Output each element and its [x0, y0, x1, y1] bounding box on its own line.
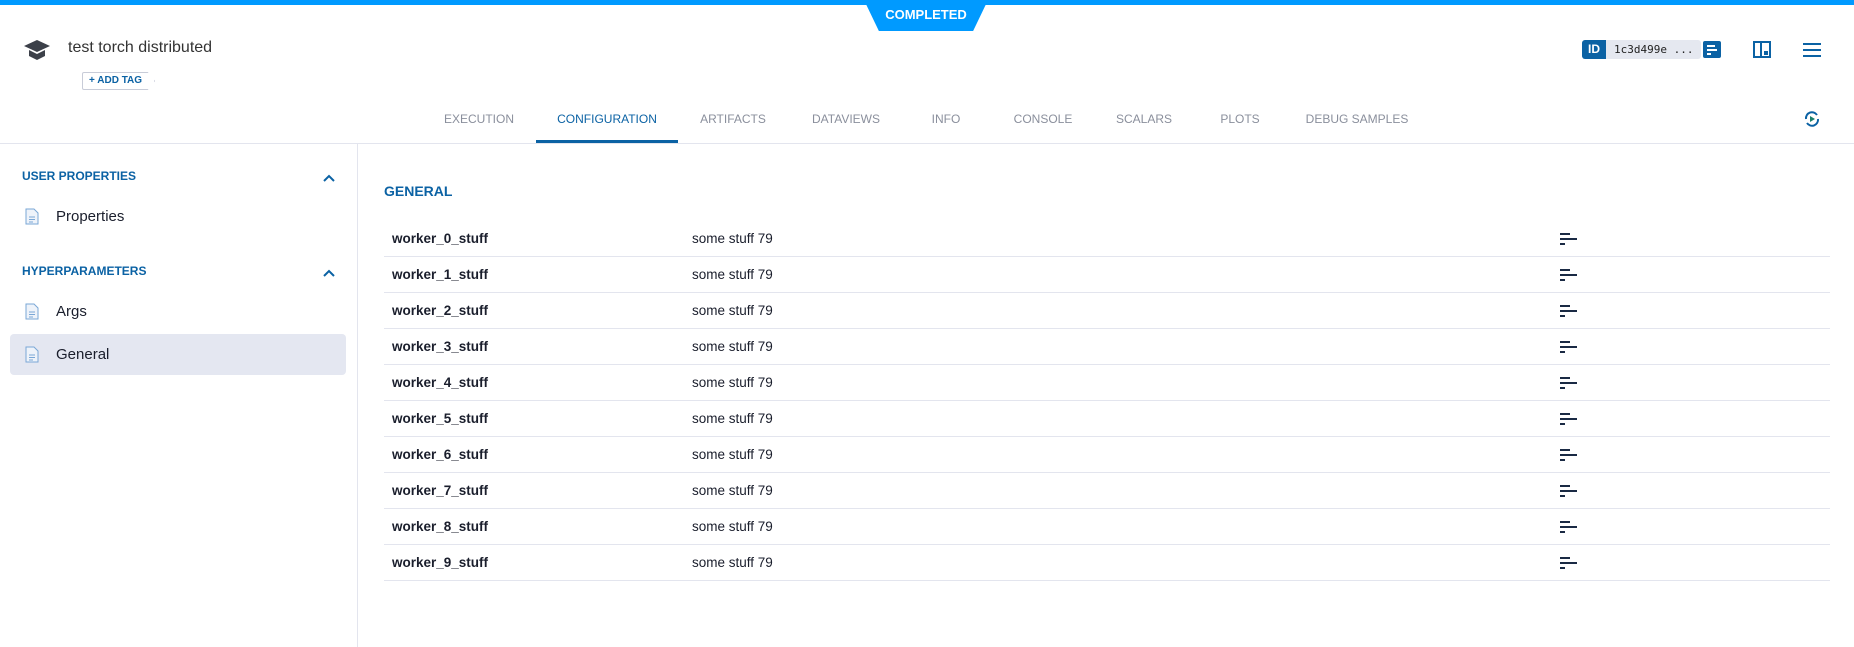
param-value: some stuff 79	[692, 303, 773, 318]
description-icon[interactable]	[1560, 521, 1578, 533]
document-icon	[25, 346, 39, 363]
param-value: some stuff 79	[692, 555, 773, 570]
table-row: worker_0_stuff some stuff 79	[384, 221, 1830, 257]
tab-scalars[interactable]: SCALARS	[1115, 112, 1173, 126]
table-row: worker_2_stuff some stuff 79	[384, 293, 1830, 329]
tab-dataviews[interactable]: DATAVIEWS	[811, 112, 881, 126]
active-tab-indicator	[536, 140, 678, 143]
task-id[interactable]: ID 1c3d499e ...	[1582, 40, 1702, 59]
section-user-properties: USER PROPERTIES	[22, 169, 137, 183]
menu-icon[interactable]	[1803, 41, 1821, 58]
tab-info[interactable]: INFO	[931, 112, 961, 126]
section-title: GENERAL	[384, 183, 453, 199]
table-row: worker_7_stuff some stuff 79	[384, 473, 1830, 509]
tab-plots[interactable]: PLOTS	[1220, 112, 1260, 126]
table-row: worker_8_stuff some stuff 79	[384, 509, 1830, 545]
description-icon[interactable]	[1560, 305, 1578, 317]
param-value: some stuff 79	[692, 339, 773, 354]
param-value: some stuff 79	[692, 231, 773, 246]
param-value: some stuff 79	[692, 411, 773, 426]
chevron-up-icon[interactable]	[322, 173, 336, 183]
param-key: worker_9_stuff	[392, 555, 489, 570]
hyperparameters-table: worker_0_stuff some stuff 79 worker_1_st…	[384, 221, 1830, 581]
auto-refresh-icon[interactable]	[1803, 110, 1821, 128]
sidebar-item-properties[interactable]: Properties	[10, 196, 346, 237]
param-key: worker_3_stuff	[392, 339, 489, 354]
table-row: worker_4_stuff some stuff 79	[384, 365, 1830, 401]
section-hyperparameters: HYPERPARAMETERS	[22, 264, 147, 278]
description-icon[interactable]	[1560, 269, 1578, 281]
param-key: worker_0_stuff	[392, 231, 489, 246]
description-icon[interactable]	[1560, 233, 1578, 245]
tab-execution[interactable]: EXECUTION	[443, 112, 515, 126]
description-icon[interactable]	[1560, 377, 1578, 389]
table-row: worker_1_stuff some stuff 79	[384, 257, 1830, 293]
param-value: some stuff 79	[692, 267, 773, 282]
param-key: worker_8_stuff	[392, 519, 489, 534]
table-row: worker_5_stuff some stuff 79	[384, 401, 1830, 437]
id-label: ID	[1582, 40, 1606, 59]
param-key: worker_2_stuff	[392, 303, 489, 318]
layout-icon[interactable]	[1753, 41, 1771, 58]
tab-console[interactable]: CONSOLE	[1013, 112, 1073, 126]
chevron-up-icon[interactable]	[322, 268, 336, 278]
tab-configuration[interactable]: CONFIGURATION	[557, 112, 657, 126]
sidebar-item-general[interactable]: General	[10, 334, 346, 375]
param-key: worker_6_stuff	[392, 447, 489, 462]
param-value: some stuff 79	[692, 447, 773, 462]
param-value: some stuff 79	[692, 519, 773, 534]
sidebar: USER PROPERTIES Properties HYPERPARAMETE…	[0, 144, 358, 647]
divider	[0, 143, 1854, 144]
info-panel-icon[interactable]	[1703, 41, 1721, 58]
description-icon[interactable]	[1560, 413, 1578, 425]
graduation-cap-icon	[24, 40, 50, 60]
description-icon[interactable]	[1560, 557, 1578, 569]
tab-artifacts[interactable]: ARTIFACTS	[700, 112, 766, 126]
sidebar-item-label: General	[56, 346, 110, 363]
sidebar-item-label: Properties	[56, 208, 125, 225]
param-value: some stuff 79	[692, 375, 773, 390]
param-key: worker_4_stuff	[392, 375, 489, 390]
table-row: worker_3_stuff some stuff 79	[384, 329, 1830, 365]
tab-bar: EXECUTION CONFIGURATION ARTIFACTS DATAVI…	[0, 105, 1854, 143]
param-key: worker_7_stuff	[392, 483, 489, 498]
description-icon[interactable]	[1560, 485, 1578, 497]
document-icon	[25, 208, 39, 225]
description-icon[interactable]	[1560, 341, 1578, 353]
status-badge: COMPLETED	[864, 0, 988, 31]
add-tag-button[interactable]: + ADD TAG	[82, 72, 156, 90]
table-row: worker_9_stuff some stuff 79	[384, 545, 1830, 581]
task-title[interactable]: test torch distributed	[68, 39, 213, 56]
param-value: some stuff 79	[692, 483, 773, 498]
param-key: worker_5_stuff	[392, 411, 489, 426]
table-row: worker_6_stuff some stuff 79	[384, 437, 1830, 473]
param-key: worker_1_stuff	[392, 267, 489, 282]
sidebar-item-args[interactable]: Args	[10, 291, 346, 332]
sidebar-item-label: Args	[56, 303, 87, 320]
description-icon[interactable]	[1560, 449, 1578, 461]
id-value: 1c3d499e ...	[1606, 40, 1702, 59]
tab-debug-samples[interactable]: DEBUG SAMPLES	[1305, 112, 1409, 126]
document-icon	[25, 303, 39, 320]
